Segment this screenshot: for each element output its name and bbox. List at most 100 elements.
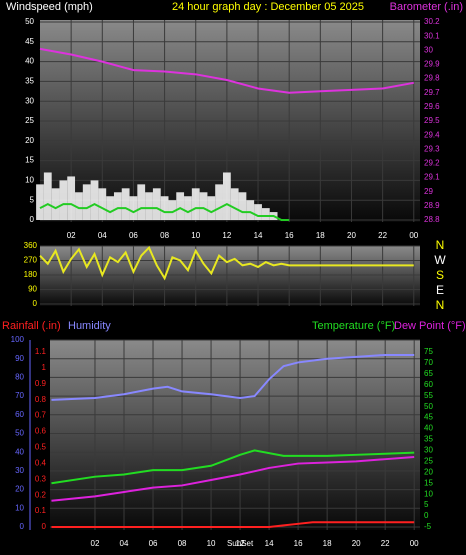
y-tick-label: 10: [25, 176, 34, 185]
x-tick-label: 20: [347, 231, 356, 240]
bar: [207, 196, 216, 220]
y2-tick-label: 28.8: [424, 215, 440, 224]
y3-tick-label: 1: [42, 363, 47, 372]
y3-tick-label: 0.8: [35, 395, 47, 404]
bar: [98, 188, 107, 220]
x-tick-label: 04: [98, 231, 107, 240]
x-tick-label: 20: [352, 539, 361, 548]
y-tick-label: 0: [33, 299, 38, 308]
y-tick-label: 10: [15, 503, 24, 512]
compass-label: W: [434, 253, 446, 267]
bar: [59, 180, 68, 220]
annotation: SunSet: [227, 539, 254, 548]
chart-title: 24 hour graph day : December 05 2025: [172, 1, 364, 13]
bar: [152, 188, 161, 220]
bar: [168, 200, 177, 220]
y2-tick-label: 30.2: [424, 17, 440, 26]
y3-tick-label: 0.4: [35, 458, 47, 467]
bar: [129, 196, 138, 220]
y-tick-label: 30: [15, 466, 24, 475]
y2-tick-label: 65: [424, 369, 433, 378]
y-tick-label: 50: [15, 429, 24, 438]
bar: [36, 184, 44, 220]
y2-tick-label: 40: [424, 424, 433, 433]
bar: [106, 196, 114, 220]
bar: [176, 192, 185, 220]
bar: [261, 208, 270, 220]
y2-tick-label: 29.8: [424, 74, 440, 83]
y2-tick-label: 70: [424, 358, 433, 367]
bar: [160, 196, 169, 220]
y2-tick-label: 20: [424, 467, 433, 476]
y2-tick-label: 29.5: [424, 116, 440, 125]
y3-tick-label: 0.7: [35, 411, 47, 420]
bar: [113, 192, 122, 220]
y3-tick-label: 0.2: [35, 490, 47, 499]
y-axis-label: Windspeed (mph): [6, 1, 93, 13]
x-tick-label: 04: [120, 539, 129, 548]
y2-tick-label: -5: [424, 522, 432, 531]
y2-tick-label: 29.1: [424, 173, 440, 182]
series-line: [51, 521, 415, 528]
bar: [67, 176, 76, 220]
x-tick-label: 12: [222, 231, 231, 240]
y-tick-label: 90: [28, 285, 37, 294]
y-tick-label: 25: [25, 116, 34, 125]
series-line: [39, 47, 414, 94]
y2-tick-label: 5: [424, 500, 429, 509]
bar: [215, 184, 223, 220]
y2-tick-label: 45: [424, 413, 433, 422]
x-tick-label: 14: [265, 539, 274, 548]
y2-tick-label: 35: [424, 435, 433, 444]
bar: [51, 188, 60, 220]
bar: [184, 196, 192, 220]
y-tick-label: 30: [25, 96, 34, 105]
x-tick-label: 12: [236, 539, 245, 548]
bar: [90, 180, 99, 220]
x-tick-label: 06: [149, 539, 158, 548]
compass-label: N: [436, 238, 445, 252]
compass-label: E: [436, 283, 444, 297]
y-tick-label: 40: [25, 57, 34, 66]
y3-tick-label: 0.3: [35, 474, 47, 483]
y2-tick-label: 29.2: [424, 159, 440, 168]
series-line: [51, 449, 415, 485]
y-tick-label: 270: [24, 256, 38, 265]
y2-tick-label: 30: [424, 446, 433, 455]
y-tick-label: 5: [30, 195, 35, 204]
bar: [222, 172, 231, 220]
x-tick-label: 22: [378, 231, 387, 240]
y2-tick-label: 29.4: [424, 130, 440, 139]
bar: [121, 188, 130, 220]
y-tick-label: 40: [15, 447, 24, 456]
y-tick-label: 180: [24, 270, 38, 279]
series-line: [39, 203, 290, 221]
y2-tick-label: 75: [424, 347, 433, 356]
bar: [75, 192, 83, 220]
series-line: [39, 245, 414, 281]
y2-tick-label: 30: [424, 45, 433, 54]
x-tick-label: 10: [207, 539, 216, 548]
x-tick-label: 18: [316, 231, 325, 240]
x-tick-label: 16: [294, 539, 303, 548]
y3-tick-label: 0.6: [35, 427, 47, 436]
legend-entry: Dew Point (°F): [394, 320, 466, 332]
x-tick-label: 14: [254, 231, 263, 240]
y-tick-label: 35: [25, 77, 34, 86]
legend-entry: Rainfall (.in): [2, 320, 61, 332]
y2-tick-label: 29.9: [424, 60, 440, 69]
y2-tick-label: 50: [424, 402, 433, 411]
y-tick-label: 0: [30, 215, 35, 224]
x-tick-label: 08: [160, 231, 169, 240]
y-tick-label: 45: [25, 37, 34, 46]
x-tick-label: 00: [409, 231, 418, 240]
y-tick-label: 70: [15, 391, 24, 400]
bar: [137, 184, 146, 220]
y2-tick-label: 25: [424, 456, 433, 465]
x-tick-label: 00: [410, 539, 419, 548]
y3-tick-label: 0.1: [35, 506, 47, 515]
bar: [82, 184, 91, 220]
y-tick-label: 100: [11, 335, 25, 344]
bar: [254, 204, 262, 220]
